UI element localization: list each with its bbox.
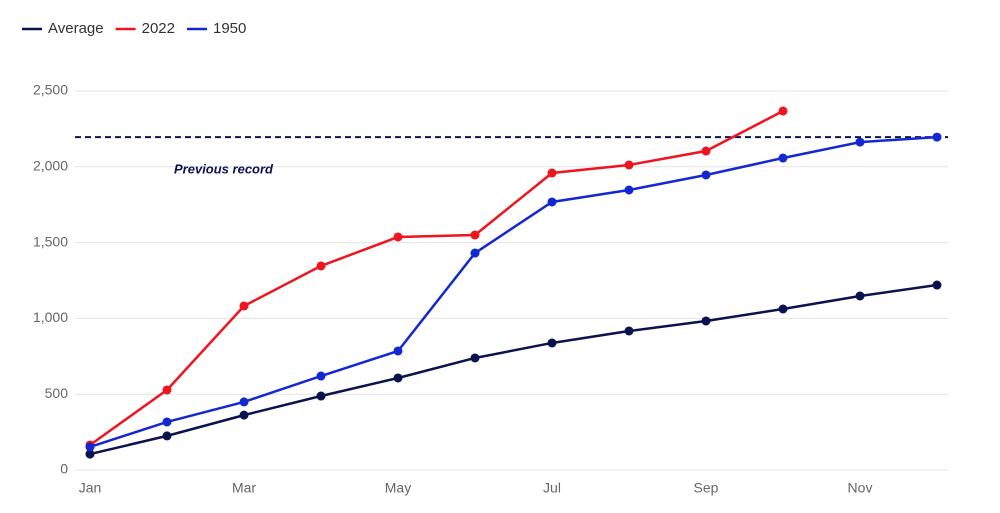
point: [547, 197, 557, 207]
point: [393, 373, 403, 383]
point: [85, 442, 95, 452]
y-tick-label: 1,500: [33, 233, 68, 249]
y-tick-label: 500: [45, 385, 69, 401]
x-tick-label: Jul: [543, 480, 561, 496]
point: [162, 385, 172, 395]
x-tick-label: Mar: [232, 480, 256, 496]
point: [239, 301, 249, 311]
point: [701, 146, 711, 156]
point: [316, 371, 326, 381]
legend-label: 1950: [213, 20, 246, 37]
point: [701, 316, 711, 326]
point: [316, 391, 326, 401]
annotation-label: Previous record: [174, 161, 274, 176]
point: [470, 248, 480, 258]
series-line: [89, 109, 784, 447]
point: [470, 353, 480, 363]
point: [932, 280, 942, 290]
series-line: [89, 135, 938, 449]
x-tick-label: Sep: [694, 480, 719, 496]
point: [624, 185, 634, 195]
point: [932, 132, 942, 142]
legend-label: 2022: [142, 20, 175, 37]
point: [239, 397, 249, 407]
point: [547, 168, 557, 178]
point: [162, 417, 172, 427]
point: [239, 410, 249, 420]
point: [624, 326, 634, 336]
y-tick-label: 2,500: [33, 82, 68, 98]
point: [624, 160, 634, 170]
legend-label: Average: [48, 20, 104, 37]
x-tick-label: Jan: [79, 480, 102, 496]
point: [470, 230, 480, 240]
y-tick-label: 1,000: [33, 309, 68, 325]
point: [393, 346, 403, 356]
series-line: [89, 283, 938, 456]
point: [701, 170, 711, 180]
point: [855, 291, 865, 301]
x-tick-label: May: [385, 480, 411, 496]
point: [778, 106, 788, 116]
x-tick-label: Nov: [848, 480, 873, 496]
point: [85, 449, 95, 459]
point: [778, 304, 788, 314]
point: [393, 232, 403, 242]
point: [316, 261, 326, 271]
y-tick-label: 2,000: [33, 158, 68, 174]
point: [162, 431, 172, 441]
point: [855, 137, 865, 147]
point: [547, 338, 557, 348]
point: [778, 153, 788, 163]
y-tick-label: 0: [60, 461, 68, 477]
